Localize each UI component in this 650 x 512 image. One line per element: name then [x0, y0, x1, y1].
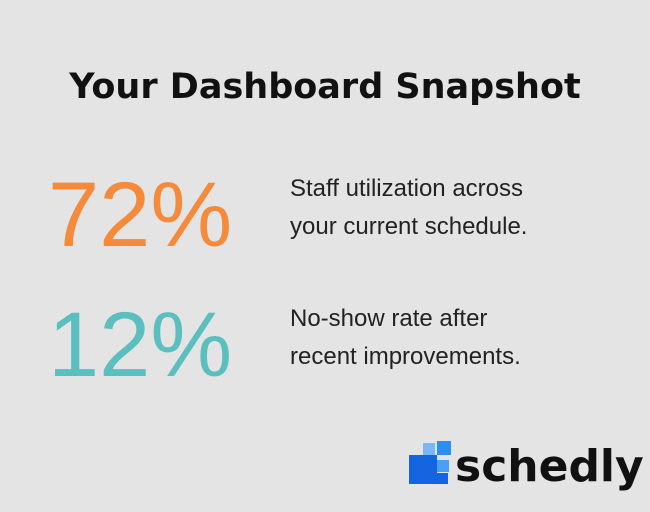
- logo-square: [437, 460, 449, 472]
- logo-square: [409, 455, 437, 484]
- logo-square: [423, 443, 435, 455]
- logo-icon: [409, 441, 451, 484]
- title: Your Dashboard Snapshot: [68, 67, 581, 107]
- stat-text: Staff utilization across: [290, 175, 523, 202]
- logo-square: [437, 441, 451, 455]
- stat-value: 12%: [48, 294, 232, 396]
- logo-square: [437, 473, 448, 484]
- stat-text: No-show rate after: [290, 305, 487, 332]
- brand-name: schedly: [455, 441, 644, 492]
- stat-text: your current schedule.: [290, 213, 527, 240]
- stat-text: recent improvements.: [290, 343, 521, 370]
- stat-value: 72%: [48, 164, 232, 266]
